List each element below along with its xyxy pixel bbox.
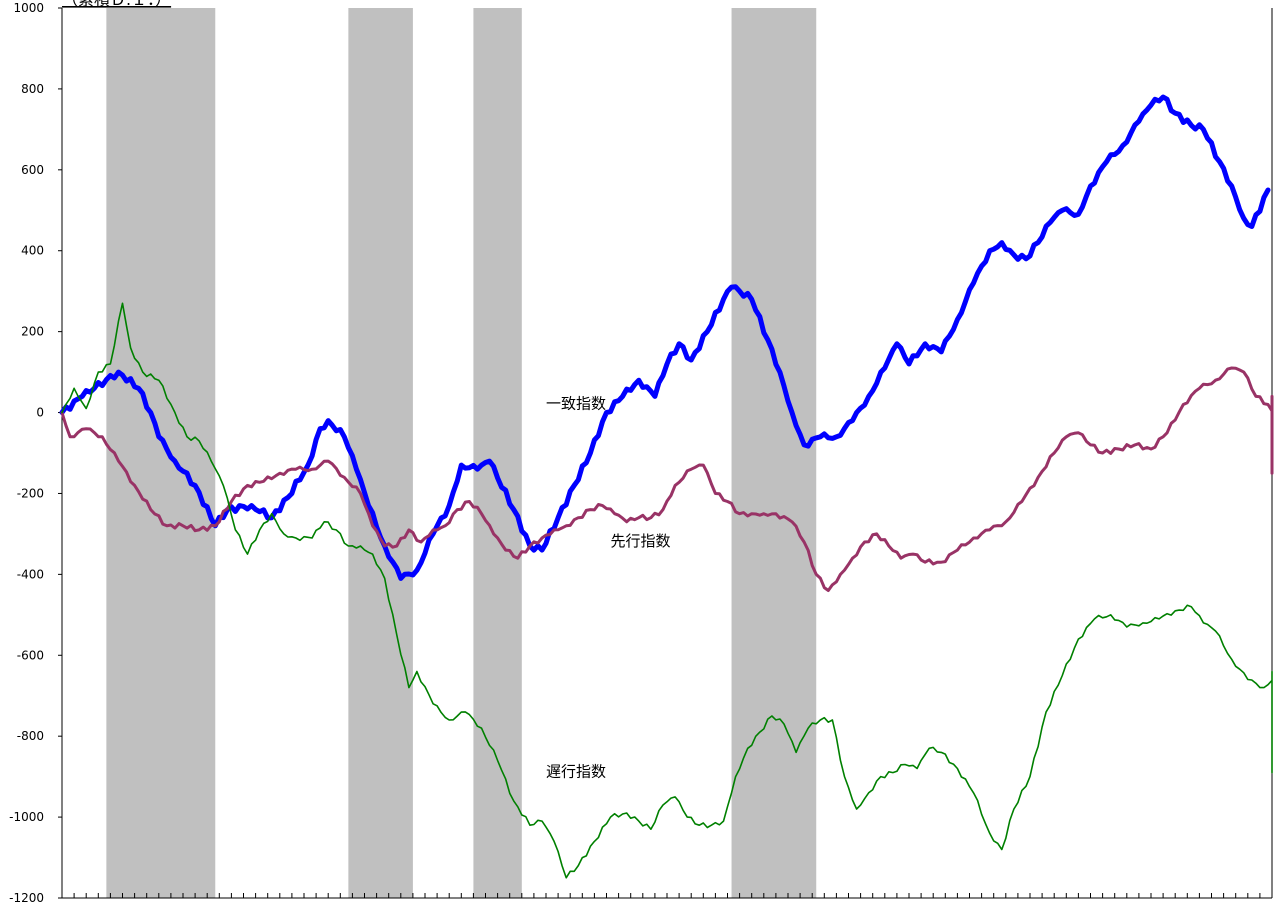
recession-band (106, 8, 216, 898)
y-tick-label: 200 (21, 325, 44, 339)
x-axis (61, 8, 1273, 899)
series-group (59, 94, 1274, 879)
y-tick-label: -200 (17, 486, 44, 500)
y-tick-label: 800 (21, 82, 44, 96)
recession-band (348, 8, 413, 898)
series-line (60, 366, 1274, 592)
y-tick-label: 600 (21, 163, 44, 177)
series-line (59, 94, 1271, 581)
y-tick-label: -400 (17, 567, 44, 581)
series-label: 先行指数 (611, 532, 671, 550)
y-tick-label: 400 (21, 244, 44, 258)
series-label: 一致指数 (546, 395, 606, 413)
y-tick-label: -600 (17, 648, 44, 662)
y-tick-label: -800 (17, 729, 44, 743)
y-tick-label: -1000 (9, 810, 44, 824)
chart-title: （累積Ｄ.Ｉ．） (62, 0, 171, 9)
y-tick-label: 1000 (13, 1, 44, 15)
y-tick-label: 0 (36, 406, 44, 420)
y-axis: 1000 800 600 400 200 0 -200 -400 -600 -800 -1000 -1… (9, 1, 63, 905)
series-label: 遅行指数 (546, 763, 606, 781)
recession-band (473, 8, 522, 898)
recession-bands (106, 8, 817, 898)
series-line (61, 302, 1273, 879)
recession-band (731, 8, 817, 898)
y-tick-label: -1200 (9, 891, 44, 905)
